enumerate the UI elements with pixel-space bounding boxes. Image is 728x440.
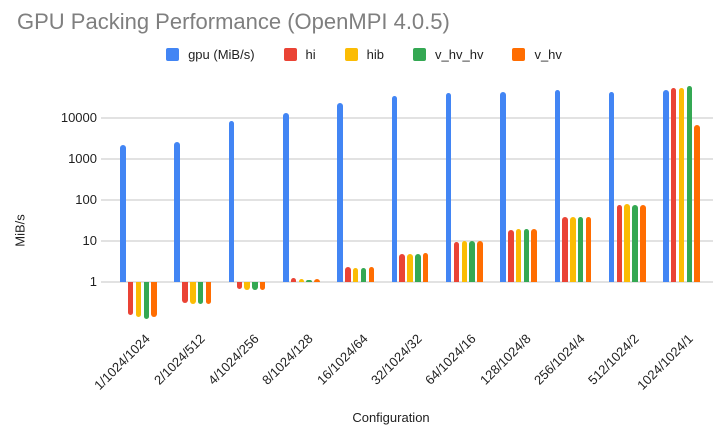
bar-v-hv-hv-4/1024/256 (252, 282, 258, 291)
y-tick-label: 10000 (60, 109, 97, 125)
bar-v-hv-64/1024/16 (477, 240, 483, 283)
bar-gpu-mib-s--2/1024/512 (174, 141, 180, 283)
bar-hi-128/1024/8 (508, 229, 514, 283)
bar-hib-4/1024/256 (244, 282, 250, 290)
bar-hib-32/1024/32 (407, 253, 413, 283)
x-tick-label: 128/1024/8 (476, 331, 534, 388)
bar-hib-2/1024/512 (190, 282, 196, 304)
bar-v-hv-hv-1024/1024/1 (686, 86, 693, 283)
legend: gpu (MiB/s) hi hib v_hv_hv v_hv (0, 47, 728, 62)
bar-v-hv-256/1024/4 (585, 216, 592, 283)
bar-hib-256/1024/4 (570, 216, 576, 283)
gridline-1000 (101, 157, 713, 160)
bar-gpu-mib-s--1/1024/1024 (120, 145, 126, 283)
bar-hi-1/1024/1024 (127, 282, 134, 316)
x-tick-label: 256/1024/4 (530, 331, 588, 388)
y-tick-label: 100 (75, 192, 97, 207)
bar-v-hv-1/1024/1024 (151, 282, 157, 317)
bar-gpu-mib-s--32/1024/32 (391, 96, 398, 283)
bar-hi-2/1024/512 (182, 282, 188, 303)
bar-v-hv-hv-32/1024/32 (415, 253, 421, 283)
x-tick-label: 512/1024/2 (585, 331, 642, 388)
gridline-10000 (101, 116, 713, 119)
bar-hi-4/1024/256 (236, 282, 243, 290)
bar-v-hv-16/1024/64 (368, 267, 375, 283)
y-tick-label: 1 (89, 274, 97, 290)
bar-hib-512/1024/2 (624, 204, 630, 283)
legend-label: hi (305, 47, 316, 62)
x-tick-label: 4/1024/256 (205, 331, 262, 388)
bar-gpu-mib-s--16/1024/64 (337, 102, 343, 283)
bar-hib-1/1024/1024 (135, 282, 142, 317)
legend-item-hi: hi (283, 47, 316, 62)
x-tick-label: 8/1024/128 (259, 331, 316, 388)
bar-v-hv-hv-16/1024/64 (360, 267, 367, 283)
bar-v-hv-2/1024/512 (205, 282, 212, 304)
bar-gpu-mib-s--128/1024/8 (500, 91, 506, 283)
x-tick-label: 16/1024/64 (313, 331, 371, 388)
bar-hib-128/1024/8 (515, 228, 522, 283)
bar-v-hv-hv-256/1024/4 (577, 216, 584, 283)
legend-item-hib: hib (344, 47, 385, 62)
bar-hi-32/1024/32 (399, 253, 405, 283)
bar-hib-64/1024/16 (461, 241, 468, 283)
legend-item-gpu-mib-s-: gpu (MiB/s) (166, 47, 255, 62)
bar-v-hv-hv-1/1024/1024 (143, 282, 150, 319)
bar-hib-1024/1024/1 (678, 87, 685, 283)
bar-hib-8/1024/128 (298, 279, 305, 283)
bar-hi-16/1024/64 (345, 267, 351, 283)
bar-hi-64/1024/16 (453, 241, 460, 283)
legend-swatch-icon (283, 48, 297, 61)
bar-v-hv-32/1024/32 (422, 253, 429, 283)
bar-v-hv-512/1024/2 (640, 204, 646, 283)
bar-v-hv-hv-64/1024/16 (469, 241, 475, 283)
bar-gpu-mib-s--64/1024/16 (445, 93, 452, 283)
y-tick-label: 1000 (68, 150, 97, 166)
legend-swatch-icon (413, 48, 427, 61)
bar-gpu-mib-s--8/1024/128 (283, 113, 289, 283)
legend-label: gpu (MiB/s) (188, 47, 255, 62)
legend-item-v-hv-hv: v_hv_hv (413, 47, 483, 62)
bar-v-hv-hv-128/1024/8 (523, 229, 530, 283)
x-tick-label: 1024/1024/1 (634, 331, 697, 393)
bar-v-hv-hv-2/1024/512 (197, 282, 204, 305)
x-tick-label: 64/1024/16 (422, 331, 479, 388)
bar-gpu-mib-s--512/1024/2 (608, 91, 615, 283)
bar-v-hv-1024/1024/1 (694, 125, 700, 283)
gridline-1 (101, 281, 713, 284)
bar-v-hv-hv-512/1024/2 (632, 204, 638, 283)
y-tick-label: 10 (82, 233, 97, 249)
bar-hi-1024/1024/1 (670, 87, 677, 283)
bar-gpu-mib-s--256/1024/4 (554, 90, 561, 283)
legend-label: v_hv_hv (435, 47, 484, 62)
x-axis-title: Configuration (352, 410, 430, 425)
x-tick-label: 2/1024/512 (150, 331, 208, 388)
bar-gpu-mib-s--1024/1024/1 (663, 90, 669, 283)
legend-swatch-icon (344, 48, 358, 61)
legend-swatch-icon (512, 48, 526, 61)
legend-label: v_hv (534, 47, 562, 62)
x-tick-label: 1/1024/1024 (91, 331, 154, 393)
bar-v-hv-hv-8/1024/128 (306, 280, 312, 283)
legend-swatch-icon (166, 48, 180, 61)
y-axis-title: MiB/s (12, 214, 28, 247)
bar-gpu-mib-s--4/1024/256 (228, 121, 235, 283)
bar-v-hv-128/1024/8 (531, 229, 537, 283)
chart-title: GPU Packing Performance (OpenMPI 4.0.5) (17, 9, 450, 34)
bar-v-hv-4/1024/256 (259, 282, 266, 290)
bar-v-hv-8/1024/128 (314, 279, 320, 283)
legend-label: hib (366, 47, 385, 62)
bar-hi-512/1024/2 (616, 204, 623, 283)
bar-hi-256/1024/4 (562, 217, 568, 283)
x-tick-label: 32/1024/32 (367, 331, 425, 388)
gridline-100 (101, 199, 713, 201)
legend-item-v-hv: v_hv (512, 47, 562, 62)
bar-hib-16/1024/64 (352, 267, 359, 283)
gridline-10 (101, 240, 713, 243)
bar-hi-8/1024/128 (290, 277, 297, 283)
